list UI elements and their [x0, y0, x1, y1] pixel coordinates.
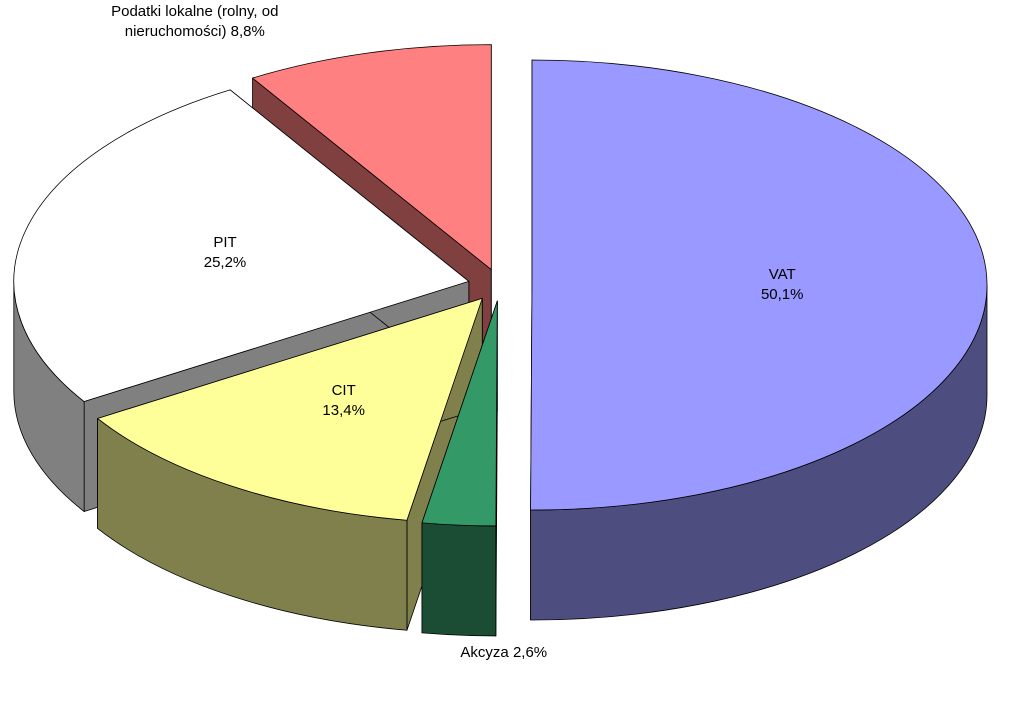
value-label: 50,1% — [760, 286, 804, 304]
slice-top — [530, 59, 988, 511]
slice-label: VAT 50,1% — [662, 265, 902, 305]
category-label: PIT — [213, 234, 237, 252]
slice — [97, 297, 483, 631]
slice-top — [421, 300, 498, 527]
category-label: CIT — [331, 382, 356, 400]
value-label: 2,6% — [512, 644, 548, 662]
value-label: 8,8% — [230, 23, 265, 40]
slice — [421, 300, 498, 637]
slice-top — [252, 44, 492, 271]
category-label: Podatki lokalne (rolny, od nieruchomości… — [111, 3, 279, 40]
slice-top — [13, 89, 470, 402]
slice — [530, 59, 988, 621]
value-label: 25,2% — [203, 254, 247, 272]
slice-label: Akcyza 2,6% — [384, 643, 624, 663]
value-label: 13,4% — [322, 402, 365, 420]
slice-wall — [421, 522, 497, 637]
slice-label: PIT 25,2% — [105, 233, 345, 273]
category-label: Akcyza — [460, 644, 509, 662]
slice-label: Podatki lokalne (rolny, od nieruchomości… — [75, 2, 315, 42]
slice-top — [97, 297, 483, 521]
slice-label: CIT 13,4% — [224, 381, 464, 421]
category-label: VAT — [768, 266, 796, 284]
